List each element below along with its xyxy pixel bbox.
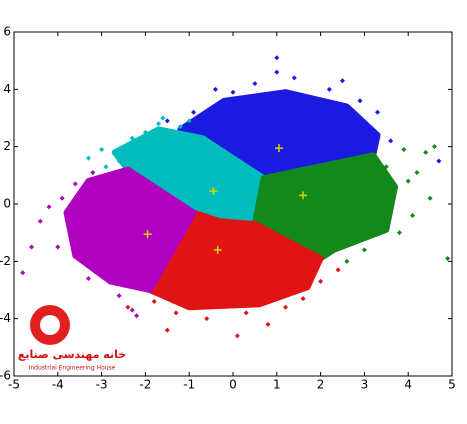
logo: خانه مهندسی صنایع Industrial Engineering…	[18, 305, 126, 372]
point	[300, 296, 306, 302]
point	[151, 298, 157, 304]
point	[344, 258, 350, 264]
logo-icon-hole	[40, 315, 60, 335]
point	[230, 89, 236, 95]
point	[20, 270, 26, 276]
point	[375, 109, 381, 115]
x-tick-label: -1	[183, 378, 195, 392]
point	[335, 267, 341, 273]
point	[361, 247, 367, 253]
cluster-region	[146, 209, 324, 311]
point	[431, 144, 437, 150]
point	[291, 75, 297, 81]
x-tick-label: -5	[8, 378, 20, 392]
point	[274, 55, 280, 61]
point	[55, 244, 61, 250]
point	[85, 155, 91, 161]
point	[85, 276, 91, 282]
point	[410, 212, 416, 218]
point	[164, 118, 170, 124]
point	[405, 178, 411, 184]
point	[116, 158, 122, 164]
x-tick-label: 5	[448, 378, 456, 392]
y-tick-label: -6	[0, 369, 11, 383]
point	[103, 164, 109, 170]
centroid	[209, 187, 218, 196]
point	[59, 195, 65, 201]
point	[46, 204, 52, 210]
x-tick-label: 0	[229, 378, 237, 392]
point	[388, 138, 394, 144]
centroid	[299, 191, 308, 200]
point	[445, 255, 451, 261]
x-tick-label: 4	[404, 378, 412, 392]
logo-subtitle: Industrial Engineering House	[29, 365, 116, 372]
point	[116, 293, 122, 299]
cluster-region	[63, 166, 197, 293]
x-tick-label: -3	[96, 378, 108, 392]
point	[99, 147, 105, 153]
point	[436, 158, 442, 164]
point	[37, 218, 43, 224]
y-tick-label: -4	[0, 311, 11, 325]
point	[340, 78, 345, 84]
point	[29, 244, 35, 250]
x-tick-label: -2	[139, 378, 151, 392]
y-tick-label: -2	[0, 254, 11, 268]
point	[134, 313, 140, 319]
point	[129, 307, 135, 313]
y-tick-label: 2	[3, 139, 11, 153]
point	[414, 169, 420, 175]
point	[164, 327, 170, 333]
point	[72, 181, 78, 187]
point	[204, 316, 210, 322]
point	[283, 304, 289, 310]
point	[212, 86, 218, 92]
y-tick-label: 0	[3, 197, 11, 211]
point	[177, 124, 183, 130]
point	[252, 81, 258, 87]
point	[90, 169, 96, 175]
point	[191, 109, 197, 115]
point	[396, 230, 402, 236]
point	[265, 321, 271, 327]
point	[173, 310, 179, 316]
point	[160, 115, 166, 121]
point	[427, 195, 433, 201]
point	[234, 333, 240, 339]
centroid	[213, 245, 222, 254]
centroid	[143, 230, 152, 239]
centroid	[274, 144, 283, 153]
point	[401, 147, 407, 153]
point	[129, 135, 135, 141]
y-tick-label: 4	[3, 82, 11, 96]
point	[274, 69, 280, 75]
x-tick-label: 2	[317, 378, 325, 392]
point	[357, 98, 363, 104]
point	[326, 86, 332, 92]
point	[383, 164, 389, 170]
point	[125, 304, 131, 310]
x-tick-label: 3	[361, 378, 369, 392]
point	[318, 278, 324, 284]
point	[142, 129, 148, 135]
x-tick-label: -4	[52, 378, 64, 392]
x-tick-label: 1	[273, 378, 281, 392]
point	[423, 149, 429, 155]
point	[186, 118, 192, 124]
y-tick-label: 6	[3, 25, 11, 39]
point	[243, 310, 249, 316]
logo-title: خانه مهندسی صنایع	[18, 348, 126, 361]
point	[156, 121, 162, 127]
